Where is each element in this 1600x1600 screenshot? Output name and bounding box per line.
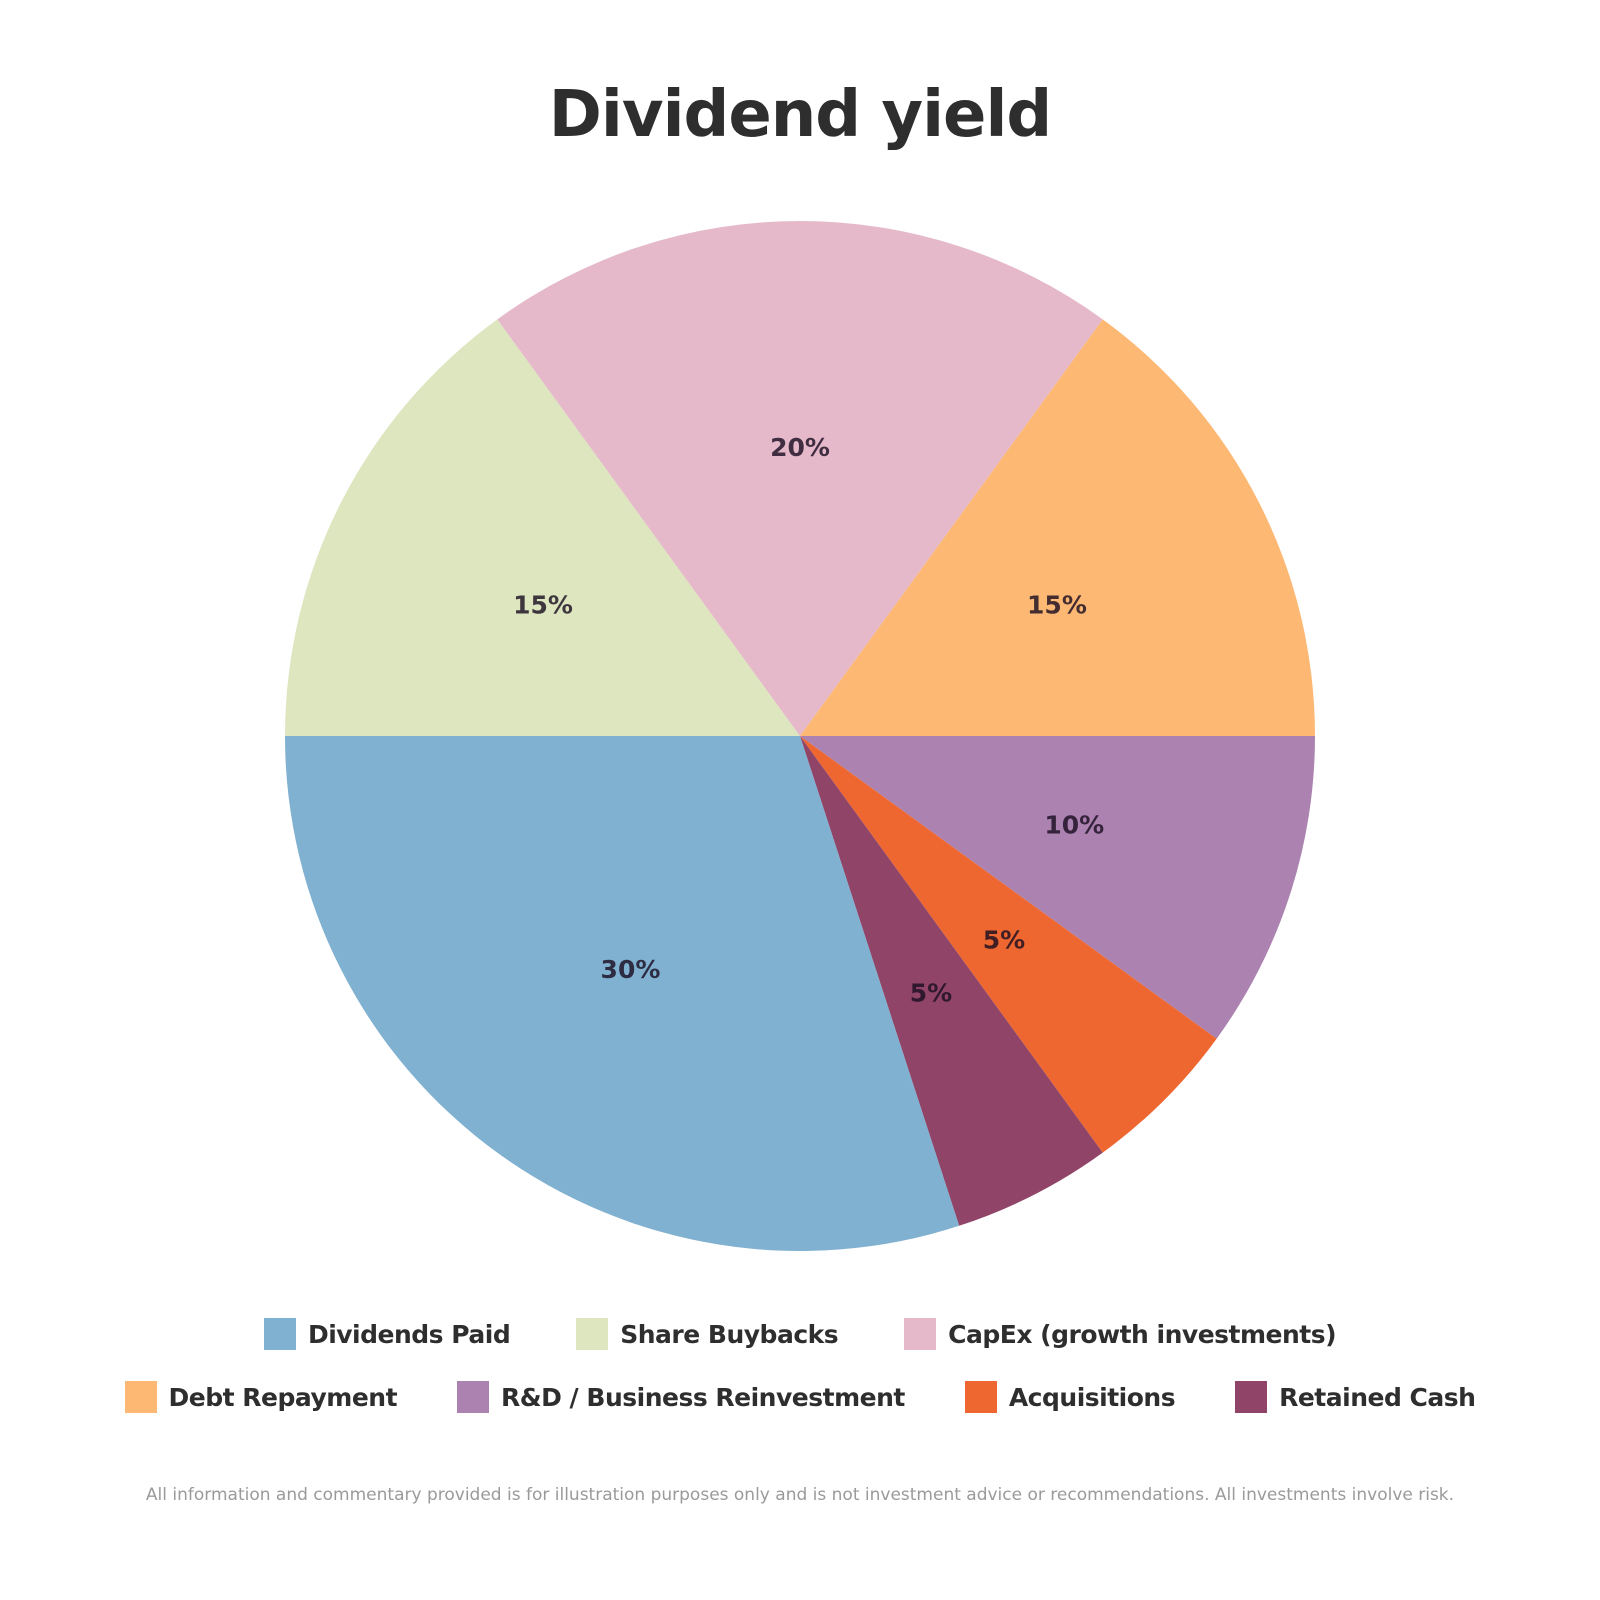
chart-title: Dividend yield — [548, 78, 1052, 152]
legend-swatch — [964, 1381, 997, 1413]
legend-label: Debt Repayment — [168, 1382, 398, 1412]
legend-swatch — [457, 1381, 490, 1413]
legend-label: CapEx (growth investments) — [948, 1319, 1337, 1349]
legend-item-dividends-paid[interactable]: Dividends Paid — [263, 1318, 511, 1350]
pie-slice-retained-cash[interactable] — [800, 736, 1103, 1226]
pie-slices — [285, 221, 1315, 1251]
legend-swatch — [576, 1318, 609, 1350]
slice-percent-label: 15% — [513, 591, 573, 620]
pie-labels: 10% 5% 5% 30% 15% 20% 15% — [513, 433, 1104, 1007]
legend-label: Acquisitions — [1008, 1382, 1176, 1412]
legend-item-debt-repayment[interactable]: Debt Repayment — [124, 1381, 398, 1413]
legend-swatch — [124, 1381, 157, 1413]
pie-slice-acquisitions[interactable] — [800, 736, 1217, 1153]
slice-percent-label: 20% — [770, 433, 830, 462]
pie-slice-capex-growth-investments[interactable] — [497, 221, 1103, 736]
legend-item-rnd-reinvestment[interactable]: R&D / Business Reinvestment — [457, 1381, 905, 1413]
slice-percent-label: 5% — [910, 978, 952, 1007]
legend-row-2: Debt Repayment R&D / Business Reinvestme… — [0, 1381, 1600, 1413]
legend-swatch — [904, 1318, 937, 1350]
legend-label: Dividends Paid — [307, 1319, 511, 1349]
legend-item-acquisitions[interactable]: Acquisitions — [964, 1381, 1176, 1413]
slice-percent-label: 10% — [1044, 811, 1104, 840]
legend-item-share-buybacks[interactable]: Share Buybacks — [576, 1318, 839, 1350]
slice-percent-label: 30% — [601, 955, 661, 984]
legend-swatch — [263, 1318, 296, 1350]
legend-label: Share Buybacks — [620, 1319, 839, 1349]
legend-item-retained-cash[interactable]: Retained Cash — [1235, 1381, 1476, 1413]
legend-label: R&D / Business Reinvestment — [501, 1382, 905, 1412]
legend-label: Retained Cash — [1279, 1382, 1476, 1412]
pie-slice-r-d-business-reinvestment[interactable] — [800, 736, 1315, 1039]
pie-slice-share-buybacks[interactable] — [285, 319, 800, 736]
pie-slice-debt-repayment[interactable] — [800, 319, 1315, 736]
legend-row-1: Dividends Paid Share Buybacks CapEx (gro… — [0, 1318, 1600, 1350]
disclaimer-text: All information and commentary provided … — [145, 1485, 1455, 1505]
legend-swatch — [1235, 1381, 1268, 1413]
legend-item-capex[interactable]: CapEx (growth investments) — [904, 1318, 1337, 1350]
slice-percent-label: 5% — [983, 925, 1025, 954]
pie-slice-dividends-paid[interactable] — [285, 736, 960, 1251]
slice-percent-label: 15% — [1027, 591, 1087, 620]
